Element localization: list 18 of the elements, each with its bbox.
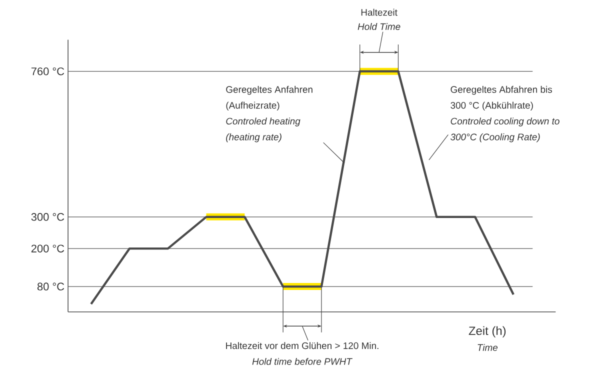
annotation: Geregeltes Anfahren (226, 86, 312, 95)
text: Haltezeit vor dem Glühen > 120 Min. (226, 342, 378, 350)
annotation: (Aufheizrate) (226, 102, 280, 111)
annotation: (heating rate) (226, 133, 282, 142)
y-tick-label: 80 °C (37, 282, 64, 291)
text: Haltezeit (361, 8, 398, 16)
y-tick-label: 300 °C (31, 213, 64, 221)
annotation: Controled heating (226, 118, 300, 126)
text: Time (478, 344, 498, 352)
x-axis-title: Zeit (h) (468, 326, 506, 338)
text: Hold Time (358, 23, 400, 30)
y-tick-label: 760 °C (31, 68, 64, 76)
text: Hold time before PWHT (252, 358, 352, 365)
annotation: Geregeltes Abfahren bis (450, 86, 552, 95)
annotation: Controled cooling down to (450, 118, 560, 126)
y-tick-label: 200 °C (31, 244, 64, 253)
annotation: 300°C (Cooling Rate) (450, 133, 540, 142)
annotation: 300 °C (Abkühlrate) (450, 102, 533, 111)
